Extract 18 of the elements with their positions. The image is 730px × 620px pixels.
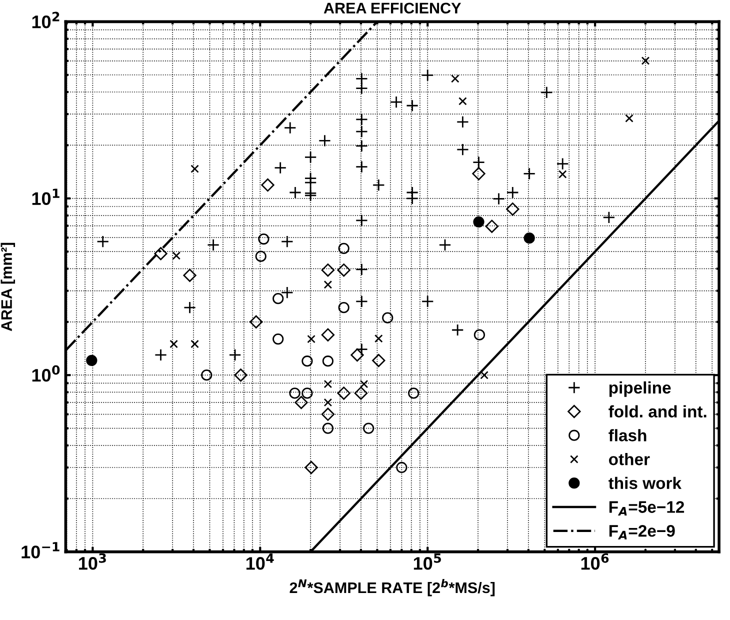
- x-tick-label: 10$^{5}$: [414, 553, 441, 570]
- legend-label: other: [608, 452, 650, 466]
- x-tick-label: 10$^{4}$: [246, 553, 274, 570]
- y-tick-label: 10$^{0}$: [32, 365, 60, 382]
- legend-label: flash: [608, 429, 646, 442]
- legend-label: F$_{A}$=2e−9: [609, 525, 675, 540]
- legend-label: pipeline: [609, 381, 671, 397]
- chart-title: AREA EFFICIENCY: [324, 2, 462, 14]
- legend-label: this work: [608, 476, 682, 490]
- x-axis-title: 2$^{N}$*SAMPLE RATE [2$^{b}$*MS/s]: [290, 579, 495, 596]
- y-axis-title: AREA [mm²]: [0, 242, 16, 332]
- legend-label: F$_{A}$=5e−12: [609, 501, 684, 516]
- x-tick-label: 10$^{6}$: [581, 553, 609, 570]
- y-tick-label: 10$^{1}$: [32, 188, 60, 205]
- legend-label: fold. and int.: [608, 405, 706, 418]
- y-tick-label: 10$^{2}$: [32, 12, 60, 28]
- y-tick-label: 10$^{−1}$: [22, 542, 60, 558]
- x-tick-label: 10$^{3}$: [79, 553, 106, 570]
